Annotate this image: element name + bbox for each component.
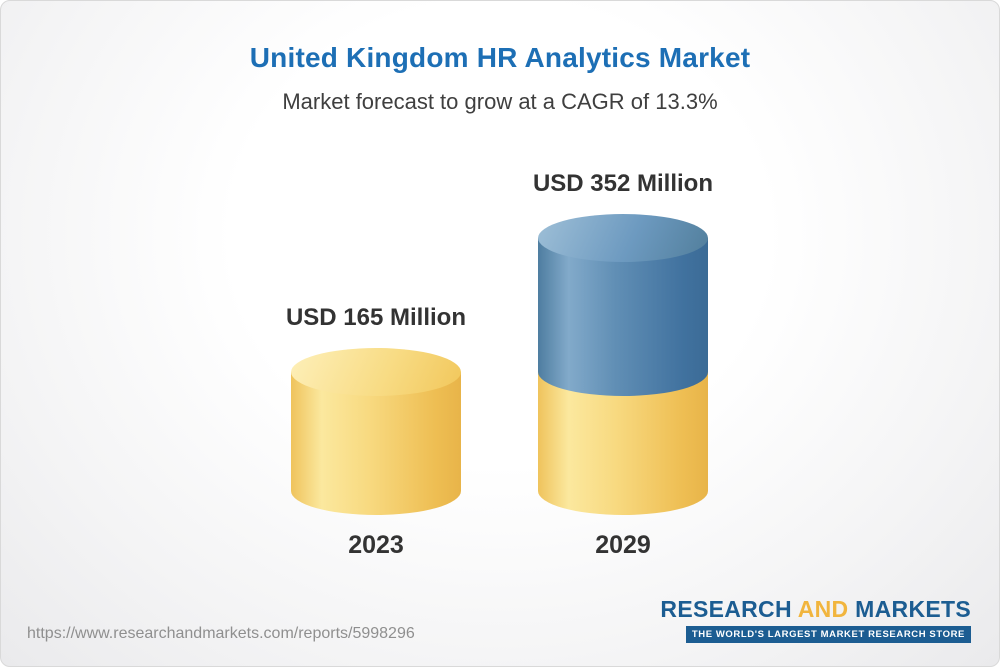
logo-word-and: AND (797, 596, 849, 622)
cylinder-top-cap (291, 348, 461, 397)
chart-subtitle: Market forecast to grow at a CAGR of 13.… (282, 89, 718, 114)
x-axis-label-2029: 2029 (595, 531, 651, 559)
research-and-markets-logo: RESEARCH AND MARKETS THE WORLD'S LARGEST… (660, 596, 971, 643)
logo-word-research: RESEARCH (660, 596, 792, 622)
logo-wordmark: RESEARCH AND MARKETS (660, 596, 971, 623)
logo-word-markets: MARKETS (855, 596, 971, 622)
cylinder-segment-base-2023-value (538, 372, 708, 515)
cylinder-top-cap (538, 214, 708, 262)
logo-tagline: THE WORLD'S LARGEST MARKET RESEARCH STOR… (685, 626, 971, 643)
cylinder-segment-base-2023-value (291, 372, 461, 515)
report-url: https://www.researchandmarkets.com/repor… (27, 625, 415, 642)
bar-2023-cylinder (291, 348, 461, 515)
bar-2029-cylinder (538, 214, 708, 515)
x-axis-label-2023: 2023 (348, 531, 404, 559)
bar-value-label-2023: USD 165 Million (285, 304, 467, 332)
cylinder-segment-growth-to-2029 (538, 238, 708, 397)
bar-value-label-2029: USD 352 Million (532, 170, 714, 197)
chart-title: United Kingdom HR Analytics Market (249, 42, 751, 73)
